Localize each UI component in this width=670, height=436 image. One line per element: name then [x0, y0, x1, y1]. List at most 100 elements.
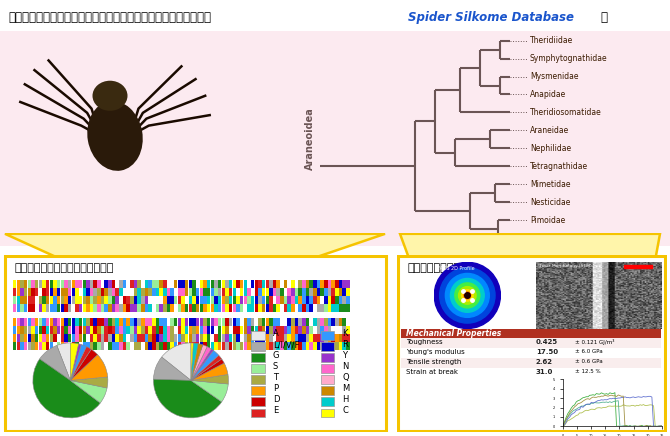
Bar	[90, 326, 93, 334]
Bar	[189, 318, 192, 327]
Bar	[97, 342, 100, 350]
Bar	[214, 342, 218, 350]
Bar	[346, 318, 350, 327]
Bar	[251, 326, 255, 334]
Bar	[342, 342, 346, 350]
Bar	[196, 342, 200, 350]
Bar	[167, 318, 170, 327]
Bar	[298, 334, 302, 342]
Bar	[123, 326, 126, 334]
Bar	[39, 296, 42, 304]
Bar	[189, 296, 192, 304]
Bar	[189, 342, 192, 350]
Bar	[269, 342, 273, 350]
Bar	[232, 334, 236, 342]
Bar	[94, 326, 97, 334]
Bar	[324, 296, 328, 304]
Bar	[174, 280, 178, 289]
Bar	[324, 342, 328, 350]
Bar	[27, 296, 31, 304]
Bar	[210, 326, 214, 334]
Bar	[313, 304, 316, 312]
Bar	[200, 304, 203, 312]
Bar	[31, 342, 35, 350]
Bar	[182, 318, 185, 327]
Wedge shape	[191, 343, 198, 380]
Text: K: K	[342, 329, 348, 338]
Bar	[280, 326, 283, 334]
Bar	[123, 334, 126, 342]
Bar	[79, 342, 82, 350]
Bar	[401, 348, 661, 358]
Bar	[35, 342, 38, 350]
Bar	[321, 353, 334, 362]
Bar	[182, 304, 185, 312]
Bar	[189, 280, 192, 289]
Bar	[82, 288, 86, 296]
Bar	[218, 280, 221, 289]
Bar	[141, 342, 145, 350]
Bar	[148, 288, 152, 296]
Bar	[280, 288, 283, 296]
Bar	[145, 342, 148, 350]
Bar	[100, 296, 105, 304]
Wedge shape	[191, 359, 224, 380]
Bar	[229, 326, 232, 334]
Ellipse shape	[87, 101, 143, 171]
Wedge shape	[70, 349, 98, 380]
Bar	[20, 280, 23, 289]
Bar	[182, 280, 185, 289]
Bar	[203, 318, 207, 327]
Bar	[251, 364, 265, 373]
Bar	[46, 304, 50, 312]
Bar	[277, 326, 280, 334]
Bar	[159, 280, 163, 289]
Bar	[262, 288, 265, 296]
Bar	[68, 342, 72, 350]
Text: Theridiosomatidae: Theridiosomatidae	[530, 108, 602, 117]
Text: Mimetidae: Mimetidae	[530, 180, 570, 189]
Bar	[225, 318, 228, 327]
Bar	[137, 296, 141, 304]
Bar	[200, 342, 203, 350]
Bar	[328, 342, 331, 350]
Bar	[317, 318, 320, 327]
Bar	[90, 288, 93, 296]
Text: Theridiidae: Theridiidae	[530, 36, 574, 45]
Text: Araneidae: Araneidae	[530, 126, 570, 135]
Bar	[64, 296, 68, 304]
Bar	[100, 326, 105, 334]
Bar	[346, 304, 350, 312]
Bar	[82, 334, 86, 342]
Bar	[105, 288, 108, 296]
Bar	[225, 296, 228, 304]
Bar	[112, 318, 115, 327]
Bar	[94, 288, 97, 296]
Circle shape	[455, 283, 480, 308]
Bar	[313, 334, 316, 342]
Bar	[232, 296, 236, 304]
Bar	[39, 304, 42, 312]
Bar	[13, 304, 17, 312]
Bar	[127, 342, 130, 350]
Bar	[97, 326, 100, 334]
Bar	[244, 288, 247, 296]
Bar	[229, 318, 232, 327]
Bar	[115, 334, 119, 342]
Bar	[159, 318, 163, 327]
Bar	[287, 280, 291, 289]
Bar	[79, 288, 82, 296]
Bar	[251, 318, 255, 327]
Bar	[339, 288, 342, 296]
Bar	[237, 280, 240, 289]
Bar	[317, 288, 320, 296]
Bar	[182, 288, 185, 296]
Bar	[178, 288, 181, 296]
Bar	[17, 304, 20, 312]
Bar	[182, 296, 185, 304]
Bar	[42, 326, 46, 334]
Bar	[82, 296, 86, 304]
Bar	[152, 342, 155, 350]
Bar	[50, 296, 53, 304]
Bar	[57, 318, 60, 327]
